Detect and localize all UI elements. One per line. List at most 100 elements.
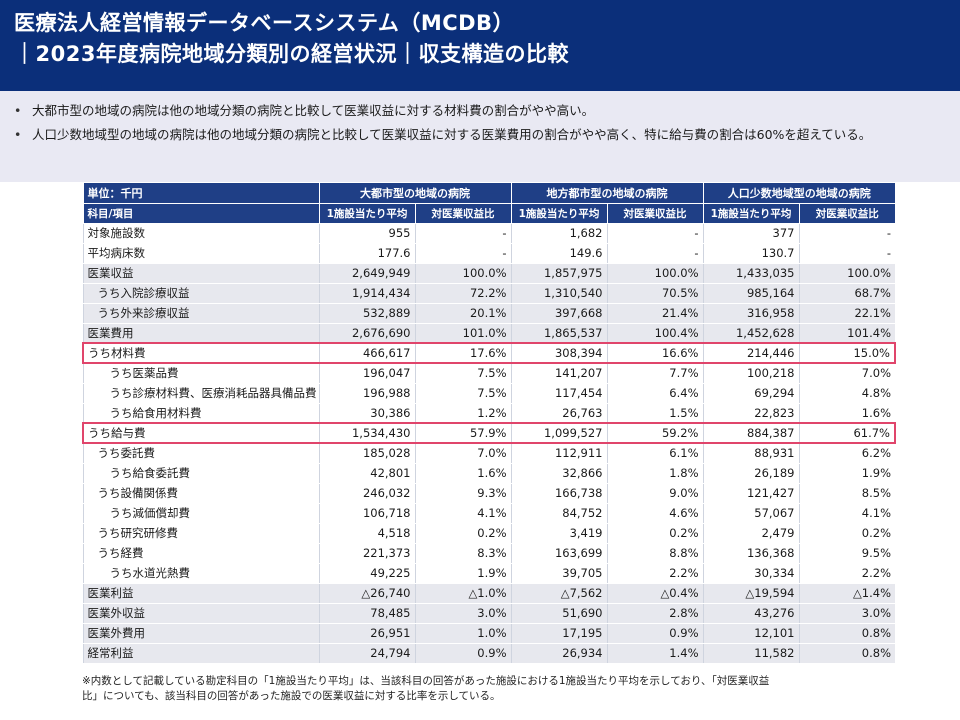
table-row: うち診療材料費、医療消耗品器具備品費 196,988 7.5% 117,454 6.4%… — [82, 383, 895, 404]
cell-average: 39,705 — [510, 563, 607, 584]
cell-ratio: - — [414, 223, 511, 244]
table-row: 医業費用 2,676,690 101.0% 1,865,537 100.4% 1,452,… — [82, 323, 895, 344]
cell-ratio: 101.4% — [798, 323, 895, 344]
row-label: うち委託費 — [82, 443, 319, 464]
cell-average: 1,865,537 — [510, 323, 607, 344]
cell-average: 177.6 — [318, 243, 415, 264]
cell-ratio: 7.5% — [414, 383, 511, 404]
table-row: うち外来診療収益 532,889 20.1% 397,668 21.4% 316,958 2… — [82, 303, 895, 324]
table-row: うち研究研修費 4,518 0.2% 3,419 0.2% 2,479 0.2% — [82, 523, 895, 544]
col-header-average: 1施設当たり平均 — [318, 203, 415, 224]
row-label: 対象施設数 — [82, 223, 319, 244]
cell-average: 57,067 — [702, 503, 799, 524]
cell-average: 214,446 — [702, 342, 799, 364]
table-row: うち経費 221,373 8.3% 163,699 8.8% 136,368 9.5% — [82, 543, 895, 564]
cell-ratio: 22.1% — [798, 303, 895, 324]
cell-ratio: - — [606, 223, 703, 244]
table-row: うち委託費 185,028 7.0% 112,911 6.1% 88,931 6.2% — [82, 443, 895, 464]
cell-ratio: - — [606, 243, 703, 264]
cell-ratio: 100.0% — [798, 263, 895, 284]
cell-ratio: 1.6% — [414, 463, 511, 484]
cell-average: 22,823 — [702, 403, 799, 424]
cell-average: 532,889 — [318, 303, 415, 324]
row-label: 医業外費用 — [82, 623, 319, 644]
cell-average: 26,189 — [702, 463, 799, 484]
row-label: 平均病床数 — [82, 243, 319, 264]
cell-ratio: 8.8% — [606, 543, 703, 564]
cell-ratio: 1.0% — [414, 623, 511, 644]
table-row: うち給与費 1,534,430 57.9% 1,099,527 59.2% 884,387… — [82, 422, 896, 444]
table-row: うち水道光熱費 49,225 1.9% 39,705 2.2% 30,334 2.2% — [82, 563, 895, 584]
group-header-depopulated: 人口少数地域型の地域の病院 — [702, 183, 895, 204]
row-label: 医業外収益 — [82, 603, 319, 624]
cell-average: 149.6 — [510, 243, 607, 264]
table-row: うち減価償却費 106,718 4.1% 84,752 4.6% 57,067 4.1% — [82, 503, 895, 524]
cell-average: 196,988 — [318, 383, 415, 404]
cell-ratio: 3.0% — [798, 603, 895, 624]
cell-average: 4,518 — [318, 523, 415, 544]
cell-ratio: 68.7% — [798, 283, 895, 304]
cell-ratio: 0.2% — [606, 523, 703, 544]
cell-average: 1,310,540 — [510, 283, 607, 304]
cell-average: 884,387 — [702, 422, 799, 444]
cell-ratio: 8.5% — [798, 483, 895, 504]
group-header-regional: 地方都市型の地域の病院 — [510, 183, 703, 204]
cell-ratio: 8.3% — [414, 543, 511, 564]
row-label: うち給与費 — [82, 422, 319, 444]
cell-average: 1,682 — [510, 223, 607, 244]
col-header-ratio: 対医業収益比 — [798, 203, 895, 224]
row-label: うち診療材料費、医療消耗品器具備品費 — [82, 383, 319, 404]
cell-ratio: 9.0% — [606, 483, 703, 504]
cell-ratio: 9.3% — [414, 483, 511, 504]
table-header-row-columns: 科目/項目 1施設当たり平均 対医業収益比 1施設当たり平均 対医業収益比 1施… — [82, 203, 895, 224]
table-row: 経常利益 24,794 0.9% 26,934 1.4% 11,582 0.8% — [82, 643, 895, 664]
cell-ratio: 0.2% — [798, 523, 895, 544]
cell-average: 51,690 — [510, 603, 607, 624]
col-header-ratio: 対医業収益比 — [414, 203, 511, 224]
table-row: うち設備関係費 246,032 9.3% 166,738 9.0% 121,427 8.5% — [82, 483, 895, 504]
cell-average: 49,225 — [318, 563, 415, 584]
col-header-average: 1施設当たり平均 — [510, 203, 607, 224]
cell-average: 136,368 — [702, 543, 799, 564]
row-label: うち設備関係費 — [82, 483, 319, 504]
cell-ratio: 0.2% — [414, 523, 511, 544]
cell-average: 185,028 — [318, 443, 415, 464]
cell-average: 196,047 — [318, 363, 415, 384]
cell-average: 166,738 — [510, 483, 607, 504]
cell-ratio: 1.2% — [414, 403, 511, 424]
summary-panel: 大都市型の地域の病院は他の地域分類の病院と比較して医業収益に対する材料費の割合が… — [0, 91, 960, 182]
cell-average: 11,582 — [702, 643, 799, 664]
table-row: うち給食用材料費 30,386 1.2% 26,763 1.5% 22,823 1.6% — [82, 403, 895, 424]
cell-average: 221,373 — [318, 543, 415, 564]
cell-ratio: 1.9% — [414, 563, 511, 584]
cell-ratio: 6.1% — [606, 443, 703, 464]
cell-average: 316,958 — [702, 303, 799, 324]
table-row: 医業外費用 26,951 1.0% 17,195 0.9% 12,101 0.8% — [82, 623, 895, 644]
cell-ratio: 0.9% — [414, 643, 511, 664]
slide-title-line-2: ｜2023年度病院地域分類別の経営状況｜収支構造の比較 — [14, 42, 569, 66]
cell-average: 30,334 — [702, 563, 799, 584]
row-label: うち入院診療収益 — [82, 283, 319, 304]
cell-average: 12,101 — [702, 623, 799, 644]
table-row: うち医薬品費 196,047 7.5% 141,207 7.7% 100,218 7.0% — [82, 363, 895, 384]
row-label: 医業収益 — [82, 263, 319, 284]
cell-average: 43,276 — [702, 603, 799, 624]
row-label: うち経費 — [82, 543, 319, 564]
group-header-metro: 大都市型の地域の病院 — [318, 183, 511, 204]
cell-ratio: △1.4% — [798, 583, 895, 604]
cell-ratio: 7.0% — [798, 363, 895, 384]
table-row: 平均病床数 177.6-149.6-130.7- — [82, 243, 895, 264]
cell-ratio: 20.1% — [414, 303, 511, 324]
cell-average: 17,195 — [510, 623, 607, 644]
cell-ratio: 61.7% — [798, 422, 896, 444]
cell-ratio: 2.2% — [798, 563, 895, 584]
table-row: 対象施設数 955-1,682-377- — [82, 223, 895, 244]
table-row: うち給食委託費 42,801 1.6% 32,866 1.8% 26,189 1.9% — [82, 463, 895, 484]
cell-average: 2,649,949 — [318, 263, 415, 284]
cell-ratio: 101.0% — [414, 323, 511, 344]
row-label: うち研究研修費 — [82, 523, 319, 544]
cell-average: 84,752 — [510, 503, 607, 524]
cell-average: 117,454 — [510, 383, 607, 404]
cell-average: 88,931 — [702, 443, 799, 464]
cell-average: 397,668 — [510, 303, 607, 324]
